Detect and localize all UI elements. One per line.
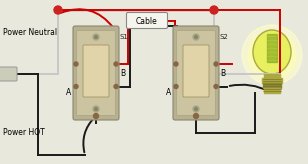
Circle shape: [194, 35, 197, 39]
Circle shape: [194, 107, 197, 111]
Circle shape: [54, 6, 62, 14]
FancyBboxPatch shape: [173, 26, 219, 120]
Circle shape: [74, 84, 78, 89]
FancyBboxPatch shape: [0, 67, 17, 81]
Ellipse shape: [253, 30, 291, 74]
Text: Power Neutral: Power Neutral: [3, 28, 57, 37]
Circle shape: [114, 84, 118, 89]
Circle shape: [74, 62, 78, 66]
FancyBboxPatch shape: [76, 31, 116, 115]
Text: Cable: Cable: [136, 17, 158, 25]
Circle shape: [210, 6, 218, 14]
Circle shape: [193, 113, 198, 119]
Bar: [264, 74, 280, 78]
FancyBboxPatch shape: [83, 45, 109, 97]
Bar: [264, 88, 280, 93]
Circle shape: [214, 84, 218, 89]
Circle shape: [114, 62, 118, 66]
Circle shape: [248, 31, 296, 79]
Circle shape: [193, 34, 199, 40]
FancyBboxPatch shape: [73, 26, 119, 120]
Circle shape: [95, 107, 98, 111]
Text: Power HOT: Power HOT: [3, 128, 45, 137]
Bar: [262, 78, 282, 83]
Circle shape: [174, 62, 178, 66]
Circle shape: [242, 25, 302, 85]
Circle shape: [193, 106, 199, 112]
FancyBboxPatch shape: [183, 45, 209, 97]
Bar: [263, 83, 281, 88]
FancyBboxPatch shape: [127, 12, 168, 29]
Text: B: B: [220, 69, 225, 78]
Circle shape: [94, 113, 99, 119]
FancyBboxPatch shape: [176, 31, 216, 115]
Text: A: A: [166, 88, 171, 97]
Text: S1: S1: [119, 34, 128, 40]
Circle shape: [174, 84, 178, 89]
Bar: [267, 34, 277, 62]
Text: A: A: [66, 88, 71, 97]
Circle shape: [95, 35, 98, 39]
Circle shape: [93, 106, 99, 112]
Circle shape: [93, 34, 99, 40]
Text: B: B: [120, 69, 125, 78]
Text: S2: S2: [219, 34, 228, 40]
Circle shape: [214, 62, 218, 66]
